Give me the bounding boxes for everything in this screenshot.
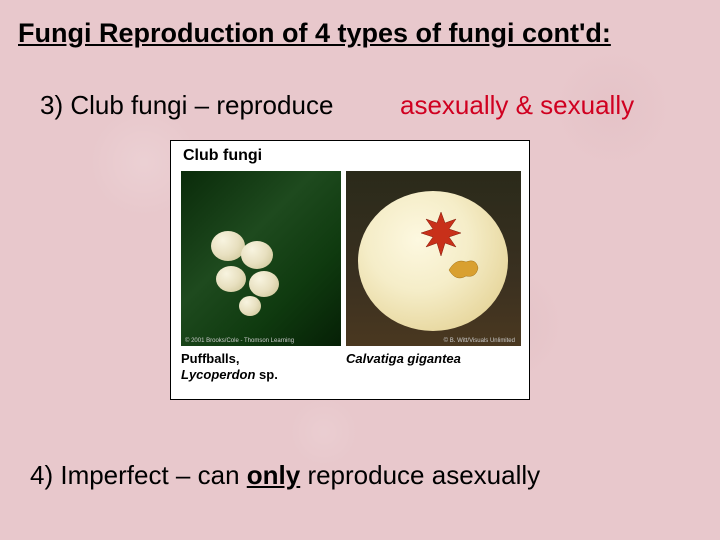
item4-prefix: 4) Imperfect – can: [30, 460, 247, 490]
image-credit: © 2001 Brooks/Cole - Thomson Learning: [185, 338, 294, 344]
puffball-shape: [211, 231, 245, 261]
item4-only: only: [247, 460, 300, 490]
image-credit: © B. Witt/Visuals Unlimited: [444, 338, 515, 344]
item3-left: 3) Club fungi – reproduce: [40, 90, 333, 121]
item4: 4) Imperfect – can only reproduce asexua…: [30, 460, 540, 491]
puffball-shape: [249, 271, 279, 297]
caption-left: Puffballs, Lycoperdon sp.: [181, 351, 278, 382]
item4-suffix: reproduce asexually: [300, 460, 540, 490]
puffball-shape: [239, 296, 261, 316]
figure-title: Club fungi: [183, 147, 262, 165]
caption-left-line1: Puffballs,: [181, 351, 240, 366]
caption-right: Calvatiga gigantea: [346, 351, 461, 366]
puffballs-image: © 2001 Brooks/Cole - Thomson Learning: [181, 171, 341, 346]
leaf-icon: [446, 256, 480, 289]
caption-left-sp: sp.: [255, 367, 277, 382]
puffball-shape: [241, 241, 273, 269]
item3-right: asexually & sexually: [400, 90, 634, 121]
caption-left-genus: Lycoperdon: [181, 367, 255, 382]
puffball-shape: [216, 266, 246, 292]
giant-puffball-image: © B. Witt/Visuals Unlimited: [346, 171, 521, 346]
club-fungi-figure: Club fungi © 2001 Brooks/Cole - Thomson …: [170, 140, 530, 400]
page-title: Fungi Reproduction of 4 types of fungi c…: [18, 18, 611, 49]
